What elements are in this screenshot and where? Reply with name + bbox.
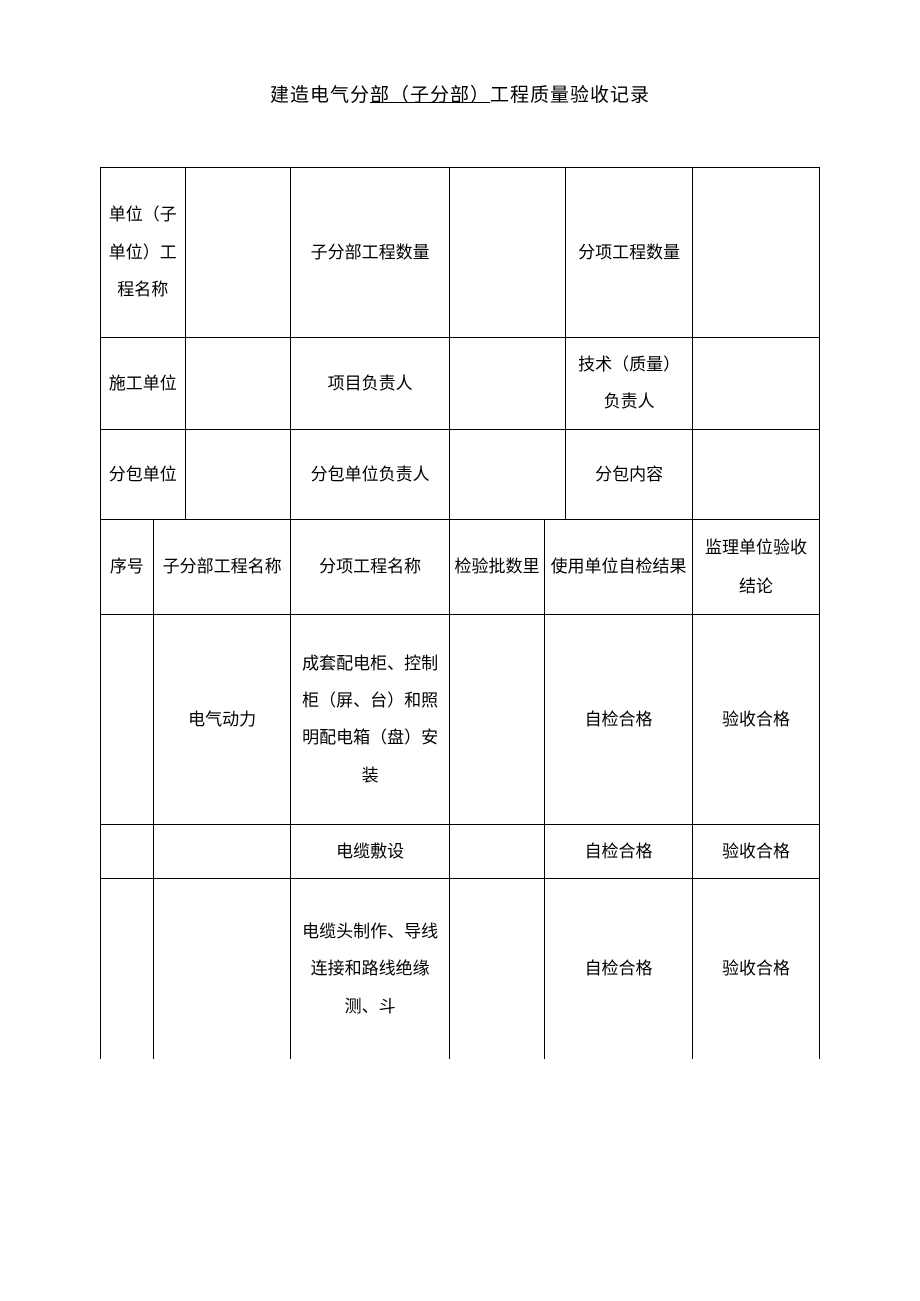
subcontract-content-label: 分包内容 xyxy=(566,429,693,519)
header-row-1: 单位（子单位）工程名称 子分部工程数量 分项工程数量 xyxy=(101,168,820,338)
unit-name-value xyxy=(185,168,291,338)
cell-item-project: 电缆敷设 xyxy=(291,824,450,878)
header-row-3: 分包单位 分包单位负责人 分包内容 xyxy=(101,429,820,519)
table-row: 电气动力 成套配电柜、控制柜（屏、台）和照明配电箱（盘）安装 自检合格 验收合格 xyxy=(101,614,820,824)
cell-item-project: 电缆头制作、导线连接和路线绝缘测、斗 xyxy=(291,879,450,1059)
tech-leader-label: 技术（质量）负责人 xyxy=(566,338,693,430)
cell-item-project: 成套配电柜、控制柜（屏、台）和照明配电箱（盘）安装 xyxy=(291,614,450,824)
subcontract-unit-label: 分包单位 xyxy=(101,429,186,519)
cell-supervision: 验收合格 xyxy=(693,614,820,824)
construction-unit-value xyxy=(185,338,291,430)
cell-batch xyxy=(449,824,544,878)
col-item-project-name: 分项工程名称 xyxy=(291,519,450,614)
col-sub-project-name: 子分部工程名称 xyxy=(153,519,290,614)
cell-batch xyxy=(449,879,544,1059)
header-row-2: 施工单位 项目负责人 技术（质量）负责人 xyxy=(101,338,820,430)
col-self-check: 使用单位自检结果 xyxy=(545,519,693,614)
col-batch-qty: 检验批数里 xyxy=(449,519,544,614)
table-row: 电缆头制作、导线连接和路线绝缘测、斗 自检合格 验收合格 xyxy=(101,879,820,1059)
acceptance-table: 单位（子单位）工程名称 子分部工程数量 分项工程数量 施工单位 项目负责人 技术… xyxy=(100,167,820,1059)
column-header-row: 序号 子分部工程名称 分项工程名称 检验批数里 使用单位自检结果 监理单位验收结… xyxy=(101,519,820,614)
cell-sub-project: 电气动力 xyxy=(153,614,290,824)
subcontract-content-value xyxy=(693,429,820,519)
cell-sub-project xyxy=(153,824,290,878)
cell-self-check: 自检合格 xyxy=(545,879,693,1059)
title-prefix: 建造电气分 xyxy=(270,85,370,106)
subcontract-unit-value xyxy=(185,429,291,519)
subcontract-leader-value xyxy=(449,429,565,519)
project-leader-value xyxy=(449,338,565,430)
cell-seq xyxy=(101,614,154,824)
page-title: 建造电气分部（子分部）工程质量验收记录 xyxy=(100,80,820,107)
cell-supervision: 验收合格 xyxy=(693,879,820,1059)
tech-leader-value xyxy=(693,338,820,430)
sub-project-qty-label: 子分部工程数量 xyxy=(291,168,450,338)
cell-batch xyxy=(449,614,544,824)
col-seq: 序号 xyxy=(101,519,154,614)
item-project-qty-label: 分项工程数量 xyxy=(566,168,693,338)
title-suffix: 工程质量验收记录 xyxy=(490,85,650,106)
cell-supervision: 验收合格 xyxy=(693,824,820,878)
table-row: 电缆敷设 自检合格 验收合格 xyxy=(101,824,820,878)
unit-name-label: 单位（子单位）工程名称 xyxy=(101,168,186,338)
project-leader-label: 项目负责人 xyxy=(291,338,450,430)
sub-project-qty-value xyxy=(449,168,565,338)
cell-self-check: 自检合格 xyxy=(545,824,693,878)
cell-sub-project xyxy=(153,879,290,1059)
cell-seq xyxy=(101,824,154,878)
cell-self-check: 自检合格 xyxy=(545,614,693,824)
item-project-qty-value xyxy=(693,168,820,338)
cell-seq xyxy=(101,879,154,1059)
col-supervision: 监理单位验收结论 xyxy=(693,519,820,614)
title-underline: 部（子分部） xyxy=(370,85,490,106)
subcontract-leader-label: 分包单位负责人 xyxy=(291,429,450,519)
construction-unit-label: 施工单位 xyxy=(101,338,186,430)
